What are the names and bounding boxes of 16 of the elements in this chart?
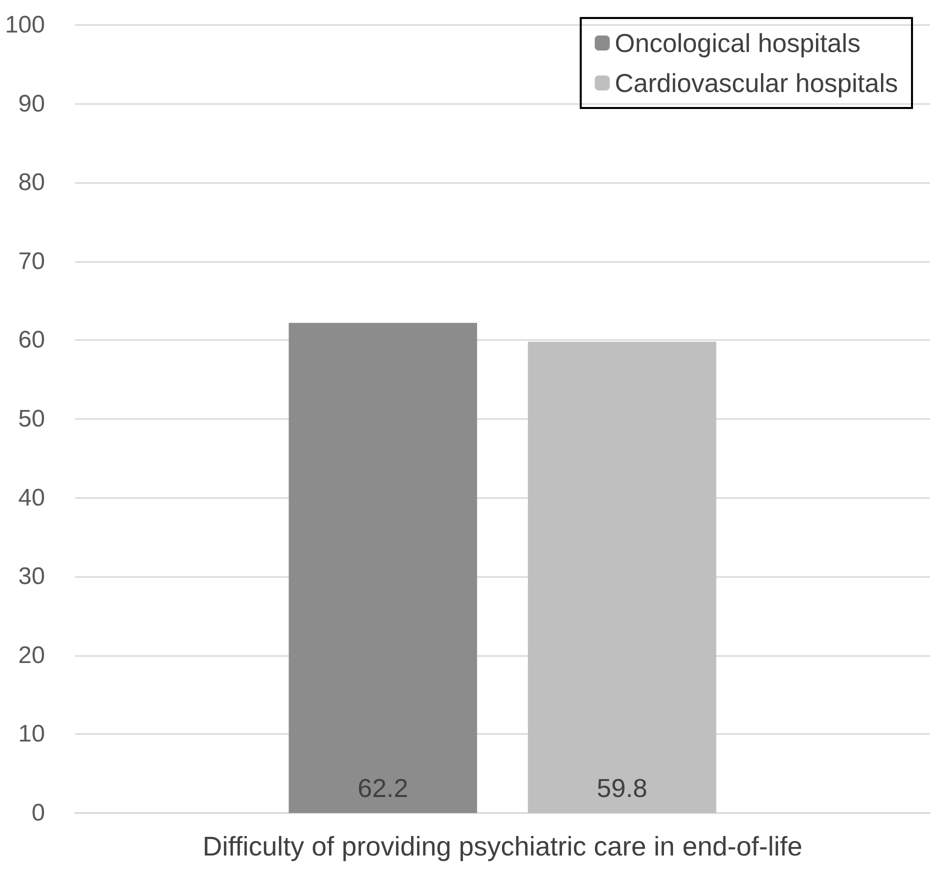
y-tick-label: 40 [18,484,45,512]
y-tick-label: 20 [18,642,45,669]
y-tick-label: 90 [18,90,45,118]
legend-label: Cardiovascular hospitals [614,68,898,98]
y-tick-label: 50 [18,406,45,432]
y-tick-label: 80 [18,169,45,196]
data-label: 62.2 [358,773,408,803]
legend-label: Oncological hospitals [614,28,860,58]
x-tick-label: Difficulty of providing psychiatric care in end-of-life [202,832,802,862]
y-tick-label: 60 [18,326,45,354]
y-tick-label: 30 [18,563,45,590]
y-tick-label: 10 [18,720,45,748]
data-label: 59.8 [596,773,648,803]
y-tick-label: 0 [32,800,45,826]
y-tick-label: 100 [4,12,45,38]
y-tick-label: 70 [18,248,45,275]
